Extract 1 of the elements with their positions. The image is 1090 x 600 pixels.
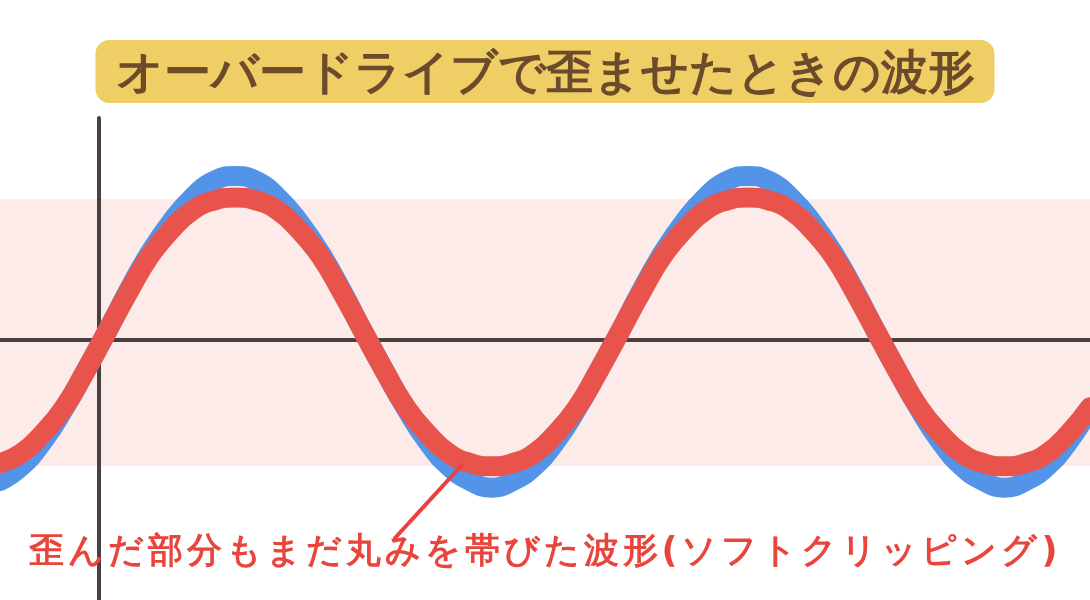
- chart-title: オーバードライブで歪ませたときの波形: [115, 44, 975, 99]
